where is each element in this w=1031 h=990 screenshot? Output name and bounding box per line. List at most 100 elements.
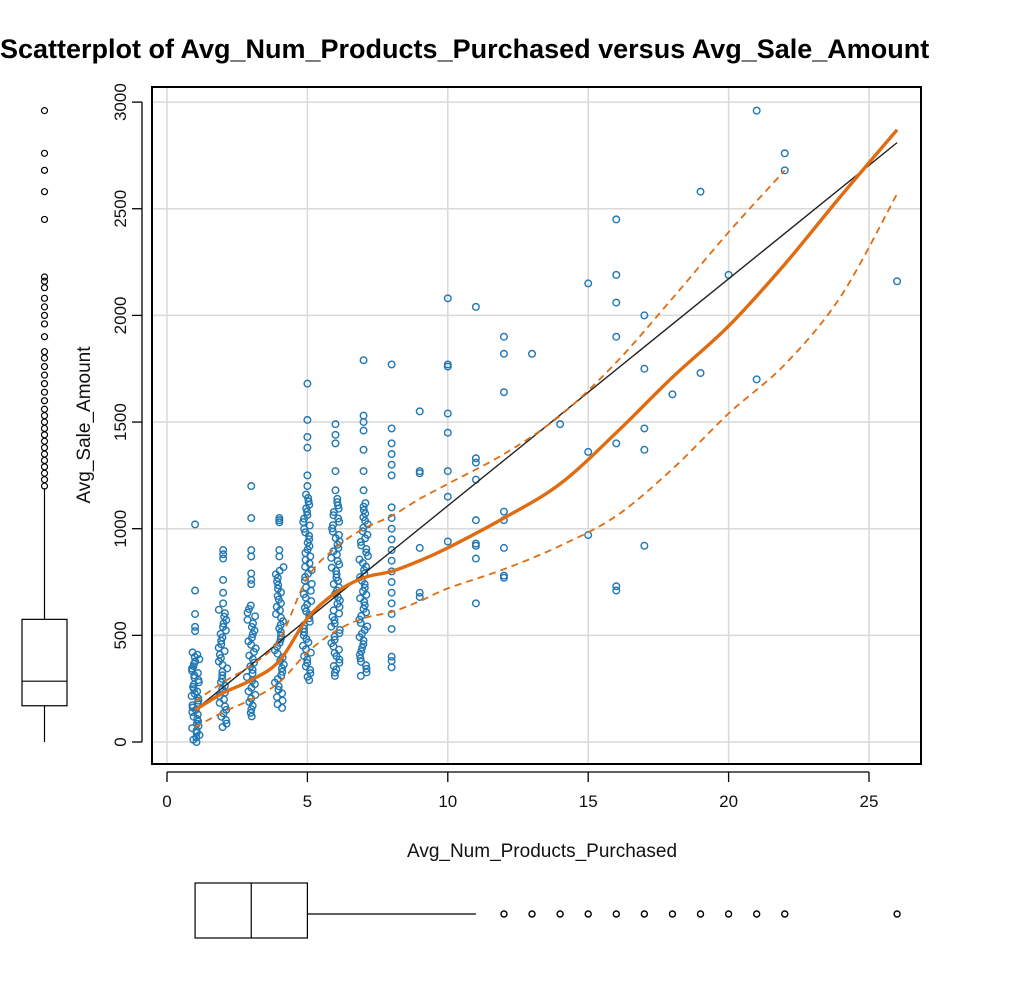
y-box-outlier <box>40 412 49 420</box>
data-point <box>696 368 705 377</box>
data-point <box>443 428 452 437</box>
y-box-outlier <box>40 188 49 196</box>
data-point <box>357 541 366 550</box>
data-point <box>274 584 283 593</box>
y-axis: 0 500 1000 1500 2000 2500 3000 <box>111 83 143 747</box>
y-box-outlier <box>40 215 49 224</box>
data-point <box>752 375 761 384</box>
y-marginal-boxplot <box>21 107 68 742</box>
y-box-outlier <box>40 482 49 490</box>
x-marginal-boxplot <box>194 882 901 939</box>
data-point <box>243 615 252 624</box>
data-point <box>360 601 369 610</box>
data-point <box>640 364 649 373</box>
x-tick-label: 25 <box>860 792 879 811</box>
data-point <box>780 166 789 175</box>
data-point <box>640 541 649 550</box>
x-box-outlier <box>528 910 536 918</box>
data-point <box>275 624 284 633</box>
data-point <box>387 656 396 665</box>
x-box-outlier <box>640 910 649 918</box>
chart-title: Scatterplot of Avg_Num_Products_Purchase… <box>0 34 929 64</box>
data-point <box>668 390 677 399</box>
data-point <box>387 460 396 469</box>
data-point <box>362 548 371 557</box>
data-point <box>329 511 338 520</box>
data-point <box>640 424 649 433</box>
y-box-outlier <box>40 166 49 174</box>
data-point <box>359 426 368 435</box>
data-point <box>242 673 251 682</box>
data-point <box>696 187 705 196</box>
data-point <box>359 411 368 420</box>
data-point <box>276 631 285 640</box>
data-point <box>415 407 424 416</box>
data-point <box>387 624 396 633</box>
y-box-outlier <box>40 456 49 465</box>
data-point <box>356 671 365 680</box>
data-point <box>300 652 309 661</box>
y-box-outlier <box>40 107 49 115</box>
data-point <box>306 669 315 678</box>
data-point <box>220 609 229 618</box>
data-point <box>359 418 368 427</box>
data-point <box>359 640 368 649</box>
data-point <box>387 556 396 565</box>
data-point <box>247 552 256 561</box>
data-point <box>247 569 256 578</box>
data-point <box>191 586 200 595</box>
data-point <box>387 360 396 369</box>
x-box-outlier <box>612 910 620 918</box>
y-box-outlier <box>40 437 49 445</box>
data-point <box>387 663 396 672</box>
x-box-outlier <box>696 910 705 918</box>
data-point <box>612 332 621 341</box>
y-box-outlier <box>40 294 49 302</box>
y-tick-label: 2000 <box>111 296 130 334</box>
data-point <box>612 582 621 591</box>
y-box-outlier <box>40 397 49 405</box>
fit-lines <box>194 128 899 728</box>
data-point <box>303 443 312 452</box>
data-point <box>612 270 621 279</box>
data-point <box>780 149 789 158</box>
data-point <box>246 708 255 717</box>
data-point <box>359 356 368 365</box>
data-point <box>499 349 508 358</box>
data-point <box>303 415 312 424</box>
data-point <box>329 606 338 615</box>
data-point <box>275 552 284 561</box>
data-point <box>251 612 260 621</box>
y-box-outlier <box>40 311 49 319</box>
data-point <box>387 535 396 544</box>
data-point <box>301 528 310 537</box>
data-point <box>307 597 316 606</box>
data-point <box>303 471 312 480</box>
y-box-iqr <box>21 618 68 707</box>
data-point <box>387 524 396 533</box>
x-tick-label: 20 <box>719 792 738 811</box>
y-box-outlier <box>40 476 49 484</box>
data-point <box>219 546 228 555</box>
data-point <box>471 516 480 525</box>
data-point <box>332 570 341 579</box>
data-point <box>274 595 283 604</box>
y-box-outlier <box>40 469 49 477</box>
y-box-outlier <box>40 405 49 413</box>
y-tick-label: 1000 <box>111 510 130 548</box>
data-point <box>556 420 565 429</box>
data-point <box>193 650 202 659</box>
data-point <box>443 537 452 546</box>
data-point <box>272 693 281 702</box>
data-point <box>303 658 312 667</box>
data-point <box>327 563 336 572</box>
y-box-outlier <box>40 284 49 292</box>
data-point <box>612 215 621 224</box>
y-tick-label: 2500 <box>111 190 130 228</box>
data-point <box>188 648 197 657</box>
data-point <box>303 507 312 516</box>
data-point <box>362 664 371 673</box>
data-point <box>218 623 227 632</box>
y-box-outlier <box>40 362 49 371</box>
data-point <box>302 490 311 499</box>
